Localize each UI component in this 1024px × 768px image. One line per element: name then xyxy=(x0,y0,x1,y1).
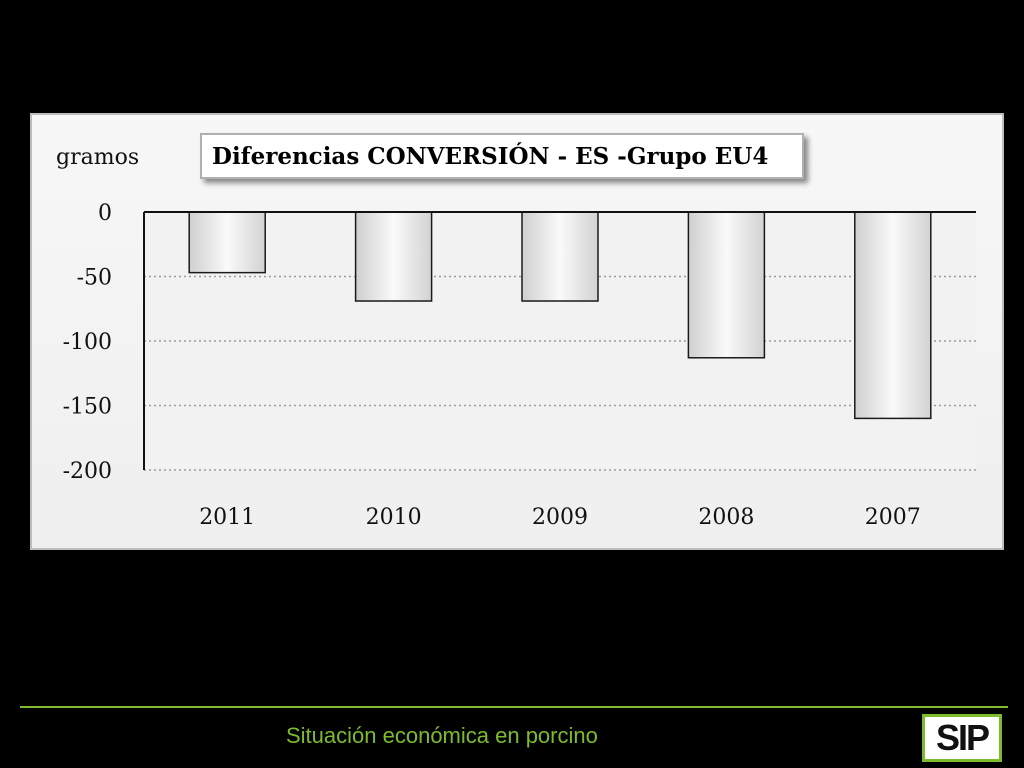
y-tick-label: -150 xyxy=(63,395,112,420)
bar xyxy=(687,211,766,359)
bar xyxy=(354,211,433,302)
y-axis-label: gramos xyxy=(56,145,140,170)
x-tick-label: 2009 xyxy=(532,505,588,530)
chart-panel: 0 -50 -100 -150 -200 2011 2010 2009 2008 2007 gra… xyxy=(30,113,1004,550)
y-tick-label: -100 xyxy=(63,330,112,355)
x-tick-label: 2007 xyxy=(865,505,921,530)
bar xyxy=(521,211,599,302)
footer-caption: Situación económica en porcino xyxy=(286,723,598,748)
bar-chart: 0 -50 -100 -150 -200 2011 2010 2009 2008 2007 xyxy=(63,201,976,530)
bar xyxy=(188,211,266,274)
y-tick-label: 0 xyxy=(98,201,112,226)
chart-title: Diferencias CONVERSIÓN - ES -Grupo EU4 xyxy=(200,133,804,179)
footer-divider xyxy=(20,706,1008,708)
y-tick-label: -50 xyxy=(77,266,112,291)
y-tick-label: -200 xyxy=(63,459,112,484)
sip-logo: SIP xyxy=(922,714,1002,762)
bar xyxy=(854,211,932,420)
logo-text: SIP xyxy=(935,717,990,758)
x-tick-label: 2010 xyxy=(366,505,422,530)
x-tick-label: 2011 xyxy=(199,505,255,530)
x-tick-label: 2008 xyxy=(698,505,754,530)
